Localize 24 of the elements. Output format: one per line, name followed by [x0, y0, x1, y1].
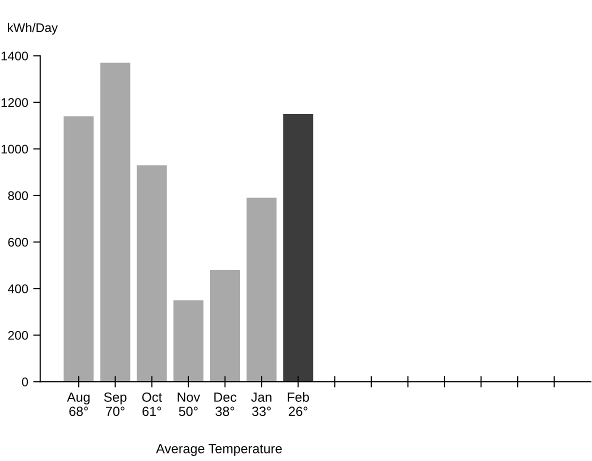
y-tick-label: 200 [8, 330, 28, 340]
bar [100, 62, 130, 382]
y-tick-label: 400 [8, 284, 28, 294]
y-tick-label: 600 [8, 238, 28, 247]
y-tick-label: 1000 [2, 144, 28, 154]
x-tick-label: Sep 70° [104, 392, 126, 416]
bar [64, 116, 94, 382]
y-tick-label: 1400 [2, 52, 28, 60]
x-tick-label: Feb 26° [288, 392, 309, 416]
x-tick-label: Aug 68° [66, 392, 90, 416]
bar [173, 300, 204, 382]
y-axis-title: kWh/Day [8, 22, 58, 35]
x-axis-title: Average Temperature [156, 444, 282, 456]
bar [283, 114, 314, 382]
x-tick-label: Oct 61° [142, 392, 162, 416]
x-tick-label: Jan 33° [251, 392, 272, 416]
x-tick-label: Nov 50° [178, 392, 200, 416]
y-tick-label: 0 [22, 378, 28, 386]
bar [136, 165, 167, 382]
bar [246, 198, 277, 382]
y-tick-label: 1200 [2, 98, 28, 107]
y-tick-label: 800 [8, 191, 28, 200]
x-tick-label: Dec 38° [214, 392, 236, 416]
bar [210, 270, 240, 382]
